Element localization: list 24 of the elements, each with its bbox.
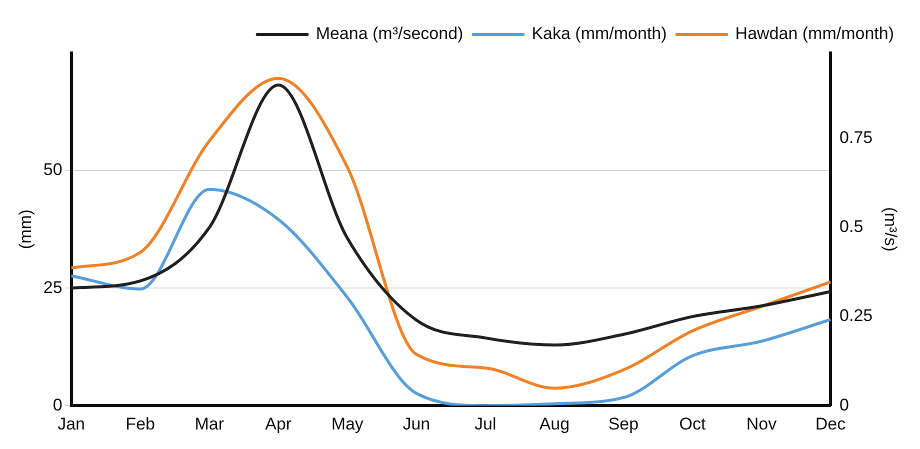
x-tick-label: Dec [815, 414, 846, 434]
legend-label: Meana (m³/second) [316, 24, 464, 44]
x-tick-label: Jan [58, 414, 86, 434]
y2-axis-title: (m³/s) [881, 207, 900, 252]
y-tick-label: 0 [52, 395, 62, 414]
y2-tick-label: 0 [840, 395, 849, 414]
x-tick-label: Jun [402, 414, 430, 434]
x-tick-label: Feb [126, 414, 155, 434]
y-axis-title: (mm) [16, 209, 35, 250]
x-tick-label: Sep [608, 414, 639, 434]
x-tick-label: Oct [679, 414, 706, 434]
y2-tick-label: 0.75 [840, 128, 873, 148]
x-tick-label: Aug [539, 414, 570, 434]
x-tick-label: May [331, 414, 364, 434]
x-tick-label: Mar [194, 414, 224, 434]
y-tick-label: 50 [43, 160, 62, 180]
y-tick-label: 25 [43, 278, 62, 297]
x-tick-label: Jul [474, 414, 496, 434]
legend-label: Hawdan (mm/month) [735, 24, 894, 44]
x-tick-label: Nov [746, 414, 778, 434]
x-tick-label: Apr [265, 414, 292, 434]
legend-label: Kaka (mm/month) [532, 24, 667, 44]
y2-tick-label: 0.25 [840, 306, 873, 326]
y2-tick-label: 0.5 [840, 217, 864, 236]
